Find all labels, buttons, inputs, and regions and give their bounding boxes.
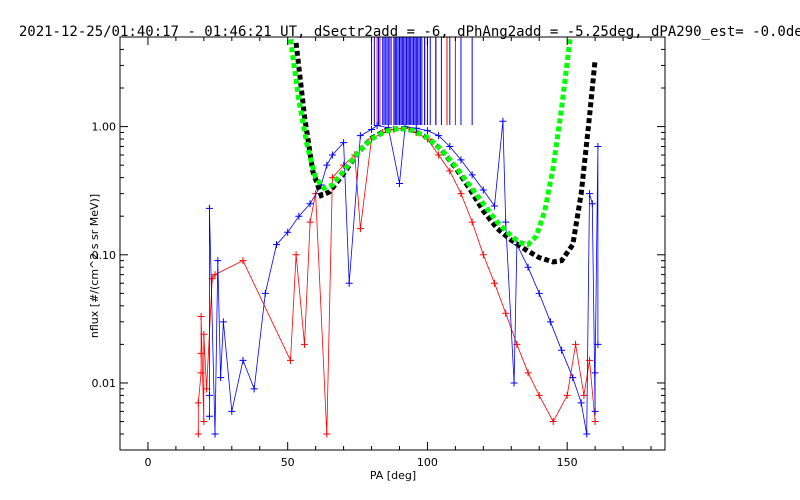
series-0-point bbox=[306, 218, 314, 226]
series-1-point bbox=[368, 125, 376, 133]
series-1-point bbox=[535, 289, 543, 297]
series-0-point bbox=[491, 279, 499, 287]
series-1-point bbox=[211, 430, 219, 438]
series-0-point bbox=[513, 340, 521, 348]
series-1-point bbox=[228, 407, 236, 415]
series-1-point bbox=[594, 142, 602, 150]
x-tick-label: 0 bbox=[144, 456, 151, 469]
series-1-point bbox=[423, 127, 431, 135]
series-1-point bbox=[546, 318, 554, 326]
x-axis-label: PA [deg] bbox=[370, 469, 416, 482]
series-1-point bbox=[435, 132, 443, 140]
series-1-point bbox=[284, 228, 292, 236]
series-0-point bbox=[572, 340, 580, 348]
series-0-point bbox=[549, 418, 557, 426]
series-1-point bbox=[468, 171, 476, 179]
series-0-point bbox=[446, 167, 454, 175]
series-1-point bbox=[239, 356, 247, 364]
series-1-point bbox=[295, 212, 303, 220]
series-1-point bbox=[591, 369, 599, 377]
series-1-point bbox=[457, 156, 465, 164]
series-1-point bbox=[261, 289, 269, 297]
y-tick-label: 0.01 bbox=[92, 377, 117, 390]
series-0-point bbox=[292, 251, 300, 259]
series-0-point bbox=[323, 430, 331, 438]
series-0-point bbox=[239, 257, 247, 265]
series-1-point bbox=[345, 279, 353, 287]
fit-curve-3 bbox=[288, 38, 573, 248]
series-0-point bbox=[580, 391, 588, 399]
series-0-point bbox=[197, 349, 205, 357]
series-0-line bbox=[197, 127, 596, 435]
x-tick-label: 150 bbox=[557, 456, 578, 469]
series-0-point bbox=[286, 356, 294, 364]
series-0-point bbox=[208, 275, 216, 283]
axes: 0 50 100 150 0.01 0.10 1.00 bbox=[92, 36, 665, 469]
series-0-point bbox=[479, 251, 487, 259]
x-tick-label: 50 bbox=[281, 456, 295, 469]
series-1-point bbox=[214, 257, 222, 265]
series-1-point bbox=[591, 407, 599, 415]
series-0-point bbox=[502, 309, 510, 317]
series-1-point bbox=[205, 412, 213, 420]
series-0-point bbox=[197, 313, 205, 321]
series-0-point bbox=[468, 218, 476, 226]
series-1-point bbox=[373, 121, 381, 129]
series-1-point bbox=[586, 190, 594, 198]
series-0-point bbox=[194, 399, 202, 407]
series-1-point bbox=[328, 151, 336, 159]
series-1-point bbox=[577, 399, 585, 407]
series-1-point bbox=[356, 132, 364, 140]
plot-border bbox=[119, 36, 666, 451]
series-1-point bbox=[273, 241, 281, 249]
series-0-point bbox=[194, 430, 202, 438]
series-1-point bbox=[479, 186, 487, 194]
series-0-point bbox=[591, 418, 599, 426]
chart-title: 2021-12-25/01:40:17 - 01:46:21 UT, dSect… bbox=[19, 24, 800, 40]
y-tick-label: 1.00 bbox=[92, 121, 117, 134]
series-0-point bbox=[203, 385, 211, 393]
series-1-point bbox=[502, 218, 510, 226]
plot-content bbox=[194, 37, 602, 438]
series-0-point bbox=[356, 225, 364, 233]
series-0-point bbox=[328, 174, 336, 182]
series-1-point bbox=[588, 200, 596, 208]
series-0-point bbox=[200, 418, 208, 426]
series-0-point bbox=[300, 340, 308, 348]
series-1-point bbox=[569, 374, 577, 382]
series-1-point bbox=[558, 346, 566, 354]
series-1-point bbox=[250, 385, 258, 393]
series-0-point bbox=[535, 391, 543, 399]
series-1-point bbox=[395, 179, 403, 187]
y-tick-label: 0.10 bbox=[92, 249, 117, 262]
series-1-point bbox=[499, 117, 507, 125]
series-1-point bbox=[446, 142, 454, 150]
series-1-point bbox=[491, 202, 499, 210]
series-0-point bbox=[435, 151, 443, 159]
series-1-line bbox=[209, 121, 599, 435]
series-0-point bbox=[197, 369, 205, 377]
series-1-point bbox=[306, 200, 314, 208]
series-1-point bbox=[583, 430, 591, 438]
series-0-point bbox=[200, 330, 208, 338]
series-0-point bbox=[457, 190, 465, 198]
series-0-point bbox=[524, 369, 532, 377]
series-1-point bbox=[219, 318, 227, 326]
x-tick-label: 100 bbox=[417, 456, 438, 469]
plot-frame bbox=[119, 36, 666, 451]
series-1-point bbox=[594, 340, 602, 348]
series-1-point bbox=[524, 263, 532, 271]
series-1-point bbox=[510, 379, 518, 387]
series-0-point bbox=[586, 356, 594, 364]
series-1-point bbox=[205, 204, 213, 212]
y-axis-label: nflux [#/(cm^2 s sr MeV)] bbox=[88, 194, 101, 338]
series-1-point bbox=[205, 391, 213, 399]
series-0-point bbox=[563, 391, 571, 399]
series-1-point bbox=[323, 161, 331, 169]
series-1-point bbox=[340, 139, 348, 147]
series-1-point bbox=[217, 374, 225, 382]
